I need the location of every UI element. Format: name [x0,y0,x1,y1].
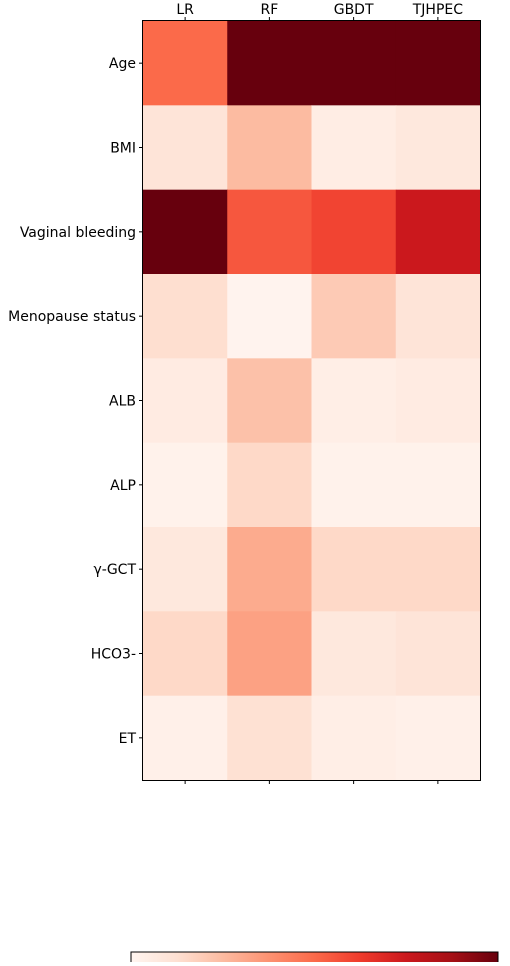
row-label-alp: ALP [110,478,136,494]
heatmap-cell-age-gbdt [311,21,397,106]
row-labels: Age BMI Vaginal bleeding Menopause status AL… [8,56,143,747]
heatmap-cell-alb-lr [143,358,228,444]
heatmap-cell-hco3-lr [143,611,228,697]
heatmap-cell-age-tjhpec [395,21,481,106]
heatmap-cell-alp-rf [227,442,313,528]
heatmap-cell-vaginal-bleeding-tjhpec [395,189,481,275]
heatmap-cell-alp-lr [143,442,228,528]
heatmap-cell-et-lr [143,695,228,781]
heatmap-cell-bmi-lr [143,105,228,191]
column-label-rf: RF [260,2,278,18]
heatmap-cells [143,21,481,781]
heatmap-cell-menopause-status-rf [227,274,313,359]
heatmap-cell-alp-gbdt [311,442,397,528]
heatmap-cell-alp-tjhpec [395,442,481,528]
heatmap-cell-menopause-status-lr [143,274,228,359]
heatmap-cell-alb-tjhpec [395,358,481,444]
column-label-tjhpec: TJHPEC [412,2,463,18]
heatmap-cell-gct-rf [227,527,313,612]
heatmap-cell-hco3-rf [227,611,313,697]
heatmap-cell-vaginal-bleeding-lr [143,189,228,275]
heatmap-cell-age-rf [227,21,313,106]
row-label-bmi: BMI [110,141,136,157]
heatmap-cell-alb-rf [227,358,313,444]
heatmap-cell-hco3-tjhpec [395,611,481,697]
row-label-hco3: HCO3- [91,647,136,663]
row-label-vaginal-bleeding: Vaginal bleeding [20,225,136,241]
heatmap-cell-bmi-tjhpec [395,105,481,191]
heatmap-cell-vaginal-bleeding-rf [227,189,313,275]
heatmap-cell-age-lr [143,21,228,106]
heatmap-cell-bmi-gbdt [311,105,397,191]
heatmap-cell-menopause-status-tjhpec [395,274,481,359]
heatmap-cell-et-tjhpec [395,695,481,781]
heatmap-cell-et-gbdt [311,695,397,781]
row-label-et: ET [119,731,137,747]
row-label-menopause-status: Menopause status [8,309,136,325]
heatmap-cell-et-rf [227,695,313,781]
heatmap-cell-gct-tjhpec [395,527,481,612]
heatmap-cell-vaginal-bleeding-gbdt [311,189,397,275]
column-labels: LR RF GBDT TJHPEC [176,2,463,784]
colorbar-gradient [130,951,499,966]
column-label-gbdt: GBDT [334,2,374,18]
row-label-alb: ALB [109,394,136,410]
column-label-lr: LR [176,2,194,18]
heatmap-cell-alb-gbdt [311,358,397,444]
heatmap-cell-gct-gbdt [311,527,397,612]
heatmap-cell-menopause-status-gbdt [311,274,397,359]
heatmap-cell-bmi-rf [227,105,313,191]
row-label-gct: γ-GCT [93,562,136,578]
colorbar: 0.00.20.40.60.81.0 [130,951,499,966]
heatmap-cell-gct-lr [143,527,228,612]
heatmap-cell-hco3-gbdt [311,611,397,697]
row-label-age: Age [109,56,136,72]
